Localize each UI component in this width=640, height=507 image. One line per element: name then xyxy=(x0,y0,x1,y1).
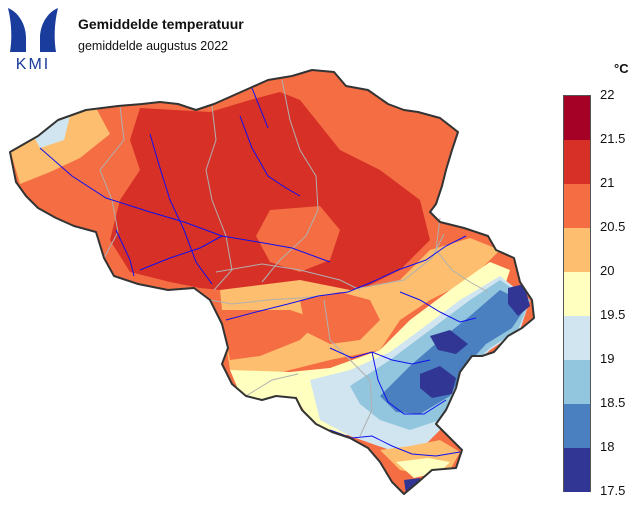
legend-swatch xyxy=(564,184,590,228)
province-borders xyxy=(99,79,489,437)
legend-tick-label: 21.5 xyxy=(600,131,626,146)
kmi-logo-mark xyxy=(8,8,26,52)
legend-swatch xyxy=(564,316,590,360)
legend-tick-label: 20 xyxy=(600,263,615,278)
belgium-border xyxy=(9,69,535,495)
zone-orange-centre xyxy=(300,292,380,344)
zone-cold-hautes-fagnes xyxy=(430,330,468,354)
legend-tick-label: 22 xyxy=(600,87,615,102)
legend-swatch xyxy=(564,404,590,448)
legend-swatch xyxy=(564,448,590,492)
legend-swatch xyxy=(564,140,590,184)
color-legend xyxy=(563,95,591,492)
legend-tick-label: 17.5 xyxy=(600,483,626,498)
legend-unit: °C xyxy=(614,61,629,76)
zone-coast-light xyxy=(10,108,110,184)
map-subtitle: gemiddelde augustus 2022 xyxy=(78,39,229,53)
zone-coast-cool xyxy=(30,116,70,148)
legend-tick-label: 18.5 xyxy=(600,395,626,410)
legend-tick-label: 19 xyxy=(600,351,615,366)
zone-cold-ardennes xyxy=(420,366,456,398)
kmi-logo-text: KMI xyxy=(16,56,50,72)
legend-swatch xyxy=(564,272,590,316)
legend-swatch xyxy=(564,360,590,404)
zone-gaume-yellow xyxy=(396,458,450,478)
zone-yellow xyxy=(230,262,510,436)
zone-kempen-orange xyxy=(330,96,390,136)
map-title: Gemiddelde temperatuur xyxy=(78,16,244,32)
legend-swatch xyxy=(564,96,590,140)
belgium-temperature-map xyxy=(9,69,535,495)
legend-swatch xyxy=(564,228,590,272)
zone-mid-orange xyxy=(256,206,340,272)
kmi-logo: KMI xyxy=(8,8,58,72)
zone-warm-north xyxy=(110,92,430,310)
zone-cold-east xyxy=(508,284,530,316)
legend-tick-label: 18 xyxy=(600,439,615,454)
legend-tick-label: 20.5 xyxy=(600,219,626,234)
zone-warm-south xyxy=(220,310,320,360)
legend-tick-label: 21 xyxy=(600,175,615,190)
legend-tick-label: 19.5 xyxy=(600,307,626,322)
